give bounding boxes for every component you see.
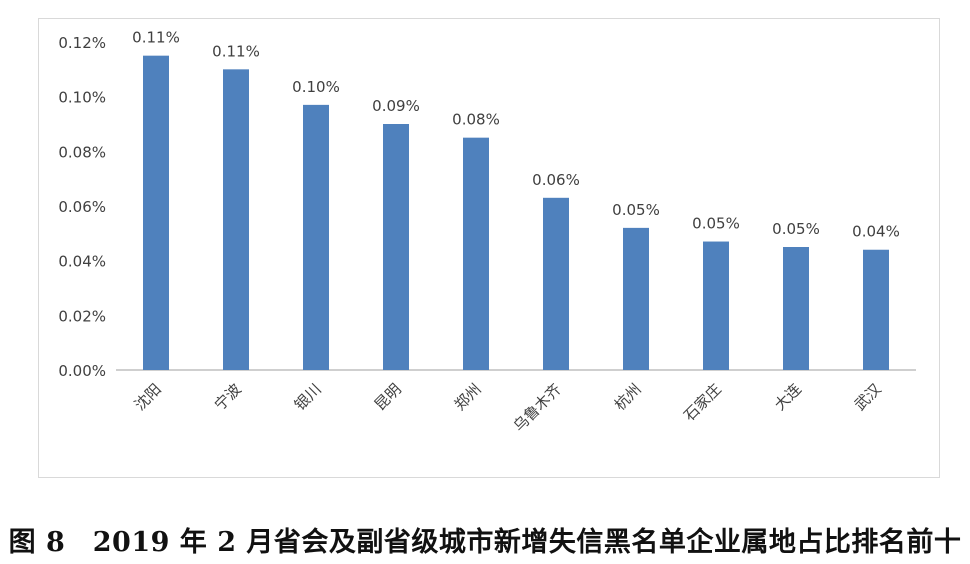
bar bbox=[543, 197, 569, 370]
data-label: 0.08% bbox=[452, 111, 500, 129]
x-tick-label: 沈阳 bbox=[131, 380, 165, 414]
data-label: 0.04% bbox=[852, 223, 900, 241]
x-tick-label: 昆明 bbox=[371, 380, 405, 414]
bar bbox=[463, 137, 489, 370]
data-label: 0.10% bbox=[292, 78, 340, 96]
y-tick-label: 0.06% bbox=[58, 198, 106, 216]
bar bbox=[303, 104, 329, 370]
y-tick-label: 0.02% bbox=[58, 307, 106, 325]
bar bbox=[623, 227, 649, 370]
x-tick-label: 乌鲁木齐 bbox=[510, 380, 565, 435]
figure-caption: 图 8 2019 年 2 月省会及副省级城市新增失信黑名单企业属地占比排名前十 bbox=[8, 527, 962, 558]
data-label: 0.05% bbox=[692, 215, 740, 233]
bar bbox=[383, 124, 409, 370]
y-tick-label: 0.08% bbox=[58, 143, 106, 161]
y-tick-label: 0.12% bbox=[58, 34, 106, 52]
data-label: 0.11% bbox=[132, 29, 180, 47]
data-label: 0.05% bbox=[612, 201, 660, 219]
bar bbox=[223, 69, 249, 370]
bar bbox=[863, 249, 889, 370]
x-tick-label: 杭州 bbox=[611, 380, 645, 414]
y-tick-label: 0.04% bbox=[58, 253, 106, 271]
bar bbox=[143, 55, 169, 371]
y-tick-label: 0.10% bbox=[58, 89, 106, 107]
x-tick-label: 石家庄 bbox=[680, 380, 725, 425]
bar bbox=[783, 247, 809, 370]
y-tick-label: 0.00% bbox=[58, 362, 106, 380]
data-label: 0.09% bbox=[372, 97, 420, 115]
x-tick-label: 银川 bbox=[291, 380, 325, 414]
data-label: 0.05% bbox=[772, 220, 820, 238]
bar-chart: 0.00% 0.02% 0.04% 0.06% 0.08% 0.10% 0.12% 0.11%… bbox=[58, 29, 916, 435]
data-label: 0.06% bbox=[532, 171, 580, 189]
x-tick-label: 宁波 bbox=[211, 380, 245, 414]
x-tick-label: 郑州 bbox=[451, 380, 485, 414]
data-label: 0.11% bbox=[212, 42, 260, 60]
x-tick-label: 大连 bbox=[771, 380, 805, 414]
bar bbox=[703, 241, 729, 370]
x-tick-label: 武汉 bbox=[851, 380, 885, 414]
